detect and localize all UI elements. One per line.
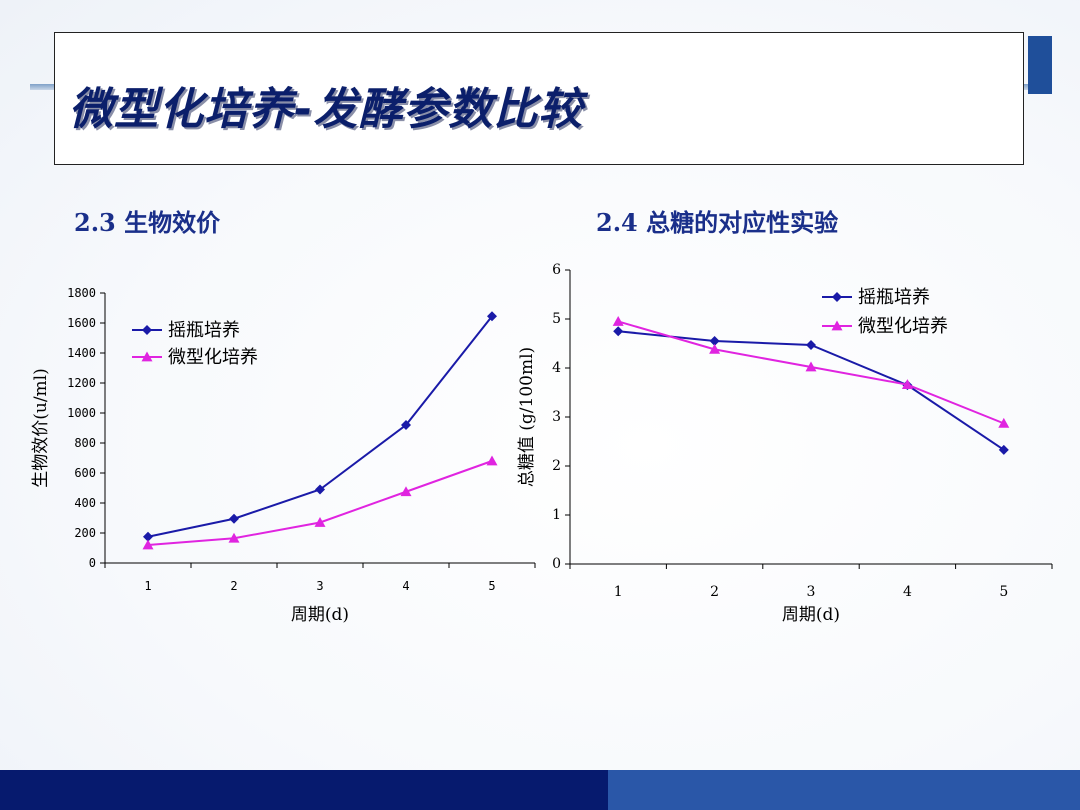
x-tick-label: 1 xyxy=(614,584,623,600)
data-point-shake-flask xyxy=(315,484,325,495)
legend-marker xyxy=(831,320,843,331)
data-point-micro-culture xyxy=(709,343,721,354)
x-axis-label: 周期(d) xyxy=(782,605,840,625)
x-tick-label: 4 xyxy=(903,584,912,600)
title-box: 微型化培养-发酵参数比较 xyxy=(54,32,1024,165)
legend-label: 摇瓶培养 xyxy=(858,287,930,308)
header-accent-bar xyxy=(1028,36,1052,94)
data-point-shake-flask xyxy=(401,420,411,430)
y-tick-label: 0 xyxy=(89,556,96,570)
y-axis-label: 生物效价(u/ml) xyxy=(31,368,51,488)
legend-label: 微型化培养 xyxy=(168,347,258,368)
section-title-bio-potency: 2.3 生物效价 xyxy=(74,208,221,237)
data-point-micro-culture xyxy=(901,379,913,390)
y-tick-label: 1 xyxy=(552,507,561,523)
legend-marker xyxy=(141,351,153,362)
y-axis-label: 总糖值 (g/100ml) xyxy=(517,347,537,487)
y-tick-label: 2 xyxy=(552,458,561,474)
data-point-shake-flask xyxy=(806,339,816,350)
legend-label: 摇瓶培养 xyxy=(168,320,240,341)
y-tick-label: 1400 xyxy=(67,346,96,360)
y-tick-label: 400 xyxy=(74,496,96,510)
x-tick-label: 4 xyxy=(402,579,409,593)
chart-bio-potency: 0 200 400 600 800 1000 1200 1400 1600 1800 1 2 3 4 5 周期… xyxy=(31,286,536,625)
data-point-micro-culture xyxy=(314,517,326,527)
data-point-shake-flask xyxy=(229,513,239,524)
data-point-micro-culture xyxy=(612,315,624,326)
y-tick-label: 1200 xyxy=(67,376,96,390)
x-tick-label: 2 xyxy=(230,579,237,593)
legend-marker xyxy=(142,325,152,335)
data-point-micro-culture xyxy=(805,361,817,372)
y-tick-label: 1800 xyxy=(67,286,96,300)
section-title-total-sugar: 2.4 总糖的对应性实验 xyxy=(596,208,839,237)
footer-bar-light xyxy=(608,770,1080,810)
y-tick-label: 600 xyxy=(74,466,96,480)
x-axis-label: 周期(d) xyxy=(291,605,349,625)
x-tick-label: 5 xyxy=(488,579,495,593)
y-tick-label: 800 xyxy=(74,436,96,450)
y-tick-label: 5 xyxy=(552,311,561,327)
x-tick-label: 3 xyxy=(807,584,816,600)
y-tick-label: 1600 xyxy=(67,316,96,330)
x-tick-label: 5 xyxy=(999,584,1008,600)
data-point-micro-culture xyxy=(998,417,1010,428)
x-tick-label: 3 xyxy=(316,579,323,593)
data-point-micro-culture xyxy=(486,455,498,466)
y-tick-label: 6 xyxy=(552,262,561,278)
data-point-shake-flask xyxy=(487,311,497,322)
data-point-micro-culture xyxy=(400,486,412,497)
x-tick-label: 1 xyxy=(144,579,151,593)
y-tick-label: 4 xyxy=(552,360,561,376)
data-point-micro-culture xyxy=(142,539,154,550)
data-point-shake-flask xyxy=(998,444,1009,455)
y-tick-label: 1000 xyxy=(67,406,96,420)
legend-label: 微型化培养 xyxy=(858,316,948,337)
slide-title: 微型化培养-发酵参数比较 xyxy=(69,84,584,135)
data-point-shake-flask xyxy=(613,326,624,337)
x-tick-label: 2 xyxy=(710,584,719,600)
legend-marker xyxy=(832,292,842,302)
y-tick-label: 0 xyxy=(552,556,561,572)
data-point-shake-flask xyxy=(143,531,153,542)
data-point-shake-flask xyxy=(709,336,720,347)
data-point-micro-culture xyxy=(228,532,240,543)
footer-bar-dark xyxy=(0,770,608,810)
y-tick-label: 3 xyxy=(552,409,561,425)
y-tick-label: 200 xyxy=(74,526,96,540)
